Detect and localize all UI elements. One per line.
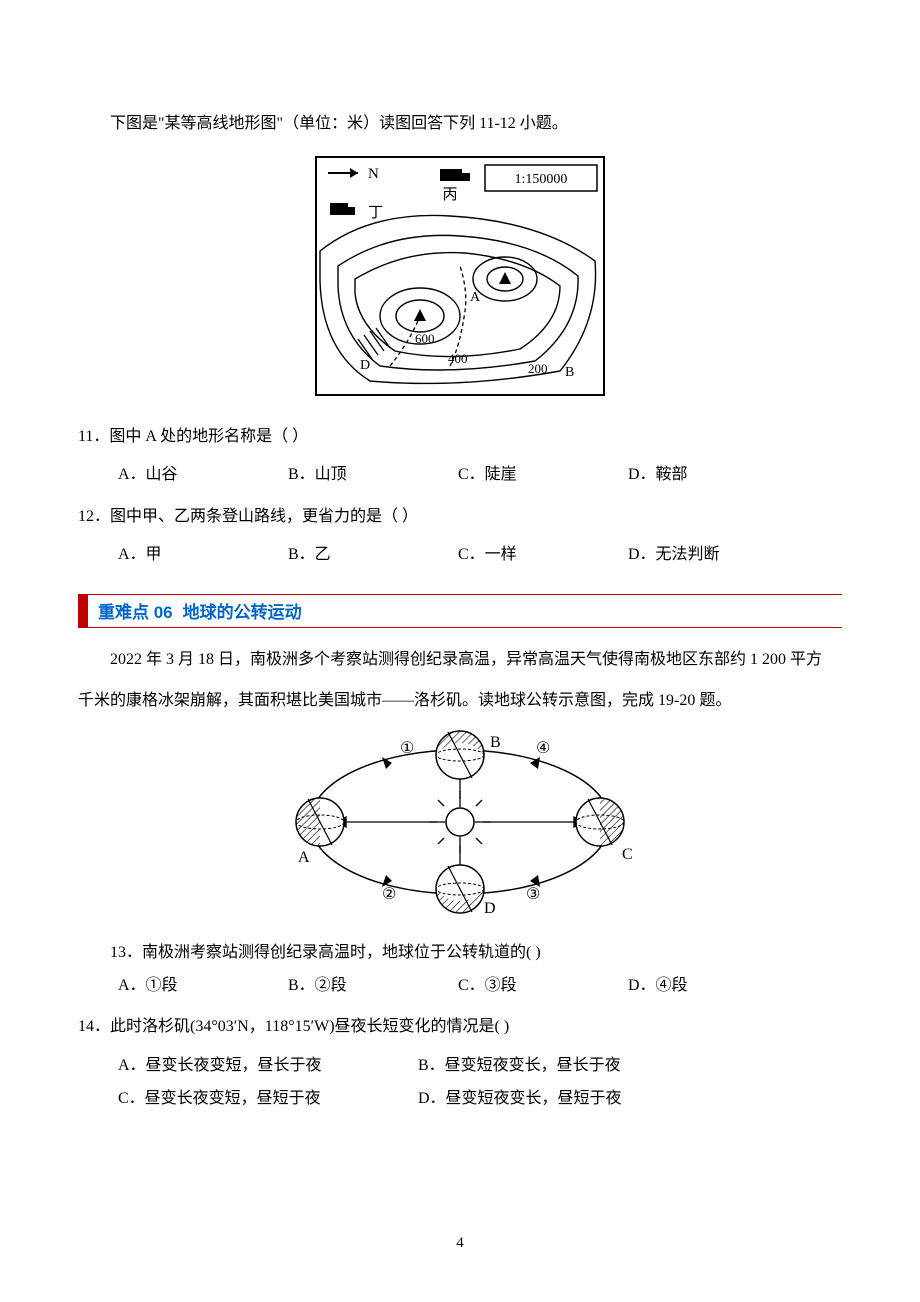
q13-opt-d: D．④段 [628,969,798,1003]
contour-figure: 1:150000 N 丙 丁 [78,151,842,406]
q12-opt-c: C．一样 [458,538,628,572]
q14-opt-a: A．昼变长夜变短，昼长于夜 [118,1049,418,1083]
q14-options: A．昼变长夜变短，昼长于夜 B．昼变短夜变长，昼长于夜 C．昼变长夜变短，昼短于… [118,1049,842,1116]
section-accent [78,595,88,627]
q13-options: A．①段 B．②段 C．③段 D．④段 [118,969,842,1003]
label-A: A [470,290,481,305]
section-title: 地球的公转运动 [183,598,302,623]
label-D: D [360,358,370,373]
q12-stem: 12．图中甲、乙两条登山路线，更省力的是（ ） [78,502,842,532]
q11-opt-c: C．陡崖 [458,458,628,492]
orbit-diagram: A B C D ① ④ ② ③ [280,727,640,917]
q13-opt-a: A．①段 [118,969,288,1003]
q14-stem: 14．此时洛杉矶(34°03′N，118°15′W)昼夜长短变化的情况是( ) [78,1012,842,1042]
q11-opt-d: D．鞍部 [628,458,798,492]
orbit-3: ③ [526,886,540,903]
orbit-B: B [490,734,501,751]
section-num: 重难点 06 [98,598,173,623]
q11-opt-a: A．山谷 [118,458,288,492]
page-number: 4 [0,1235,920,1252]
scale-label: 1:150000 [515,172,568,187]
q14-opt-c: C．昼变长夜变短，昼短于夜 [118,1082,418,1116]
q13-opt-b: B．②段 [288,969,458,1003]
q12-opt-d: D．无法判断 [628,538,798,572]
q11-opt-b: B．山顶 [288,458,458,492]
q12-options: A．甲 B．乙 C．一样 D．无法判断 [118,538,842,572]
orbit-D: D [484,900,496,917]
q12-opt-a: A．甲 [118,538,288,572]
val-400: 400 [448,351,468,366]
val-200: 200 [528,361,548,376]
q11-options: A．山谷 B．山顶 C．陡崖 D．鞍部 [118,458,842,492]
intro-q11-12: 下图是"某等高线地形图"（单位：米）读图回答下列 11-12 小题。 [78,110,842,139]
orbit-2: ② [382,886,396,903]
orbit-A: A [298,849,310,866]
q11-stem: 11．图中 A 处的地形名称是（ ） [78,422,842,452]
orbit-4: ④ [536,740,550,757]
intro-q13-14-a: 2022 年 3 月 18 日，南极洲多个考察站测得创纪录高温，异常高温天气使得… [78,646,842,675]
intro-q13-14-b: 千米的康格冰架崩解，其面积堪比美国城市——洛杉矶。读地球公转示意图，完成 19-… [78,687,842,716]
label-bing: 丙 [442,187,457,203]
orbit-1: ① [400,740,414,757]
q14-opt-b: B．昼变短夜变长，昼长于夜 [418,1049,718,1083]
contour-map: 1:150000 N 丙 丁 [310,151,610,401]
q13-stem: 13．南极洲考察站测得创纪录高温时，地球位于公转轨道的( ) [110,938,842,968]
orbit-figure: A B C D ① ④ ② ③ [78,727,842,922]
label-ding: 丁 [368,205,383,221]
q12-opt-b: B．乙 [288,538,458,572]
val-600: 600 [415,331,435,346]
q13-opt-c: C．③段 [458,969,628,1003]
label-B: B [565,365,574,380]
q14-opt-d: D．昼变短夜变长，昼短于夜 [418,1082,718,1116]
orbit-C: C [622,846,633,863]
north-label: N [368,166,379,182]
section-header: 重难点 06 地球的公转运动 [78,594,842,628]
